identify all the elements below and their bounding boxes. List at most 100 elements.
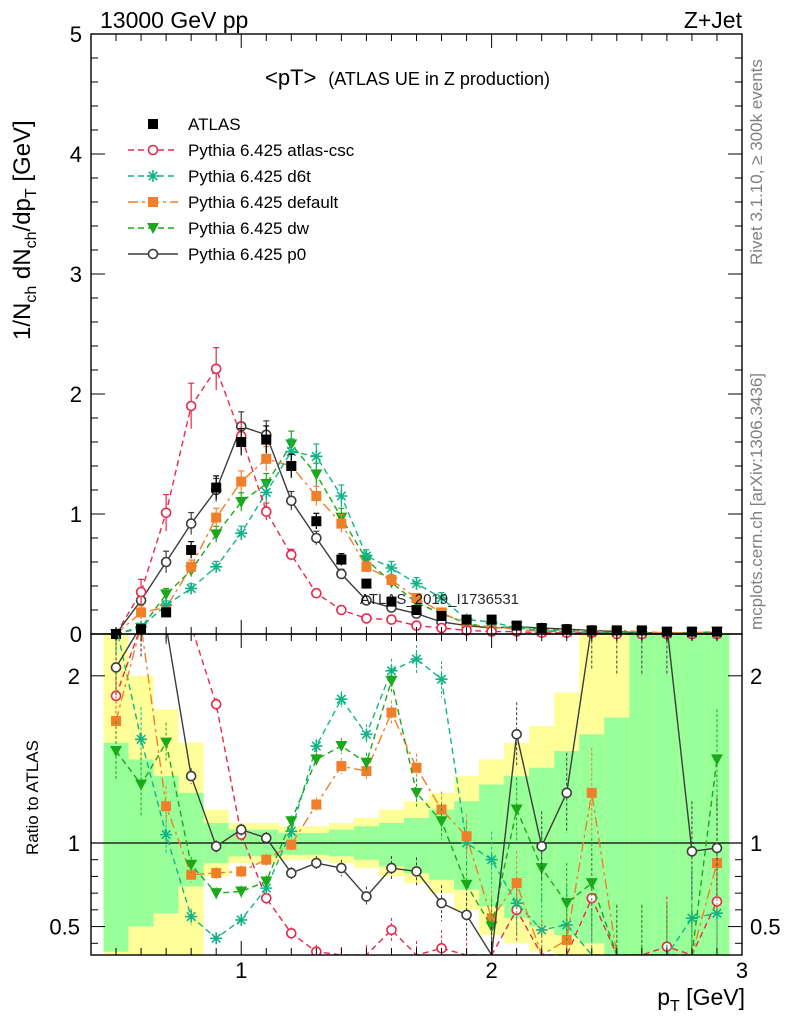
- ratio-point-atlas_csc: [386, 924, 397, 936]
- ratio-point-dw: [110, 746, 123, 758]
- point-data: [161, 607, 172, 618]
- ratio-point-d6t: [335, 693, 348, 706]
- ratio-point-default: [361, 766, 372, 777]
- point-default: [386, 575, 397, 585]
- point-default: [361, 561, 372, 572]
- header-left: 13000 GeV pp: [100, 7, 248, 33]
- legend-label: ATLAS: [188, 115, 241, 134]
- point-default: [236, 476, 247, 487]
- ratio-point-dw: [360, 757, 373, 769]
- ratio-series-p0: [110, 634, 723, 955]
- ratio-point-p0: [286, 867, 297, 879]
- point-p0: [185, 518, 197, 529]
- ratio-point-p0: [260, 832, 272, 844]
- ratio-point-dw: [460, 879, 473, 891]
- ratio-point-default: [586, 787, 597, 798]
- y-tick-label-ratio-right: 2: [750, 664, 762, 689]
- rivet-label: Rivet 3.1.10, ≥ 300k events: [747, 59, 766, 265]
- legend-item-dw: Pythia 6.425 dw: [128, 219, 310, 238]
- legend-marker-atlas_csc: [147, 144, 159, 156]
- point-d6t: [285, 445, 298, 458]
- point-data: [436, 611, 447, 621]
- point-data: [361, 578, 372, 589]
- x-tick-label: 1: [235, 958, 247, 983]
- ratio-point-p0: [361, 891, 372, 902]
- point-data: [311, 516, 322, 527]
- point-data: [386, 596, 397, 607]
- ratio-series-layer: [91, 634, 742, 955]
- ratio-point-p0: [386, 862, 397, 874]
- point-default: [411, 593, 422, 603]
- ratio-point-dw: [310, 754, 323, 766]
- ratio-point-dw: [710, 754, 723, 766]
- ratio-point-d6t: [435, 673, 448, 686]
- legend-item-p0: Pythia 6.425 p0: [128, 245, 306, 264]
- legend-label: Pythia 6.425 dw: [188, 219, 310, 238]
- band-inner-bin: [103, 742, 129, 952]
- ratio-point-default: [386, 707, 397, 718]
- ratio-point-d6t: [460, 836, 473, 849]
- band-inner-bin: [629, 634, 655, 955]
- legend-marker-p0: [147, 248, 159, 260]
- point-data: [336, 554, 347, 565]
- legend-label: Pythia 6.425 default: [188, 193, 339, 212]
- ratio-point-dw: [585, 878, 598, 890]
- point-data: [236, 437, 247, 447]
- point-d6t: [235, 527, 248, 540]
- point-default: [211, 512, 222, 523]
- ratio-point-p0: [561, 787, 573, 799]
- ratio-point-dw: [560, 898, 573, 910]
- ratio-point-d6t: [310, 740, 323, 753]
- y-tick-label-ratio: 1: [68, 831, 80, 856]
- point-data: [261, 434, 272, 445]
- ratio-point-dw: [160, 737, 173, 749]
- ratio-point-dw: [385, 675, 398, 687]
- point-atlas_csc: [311, 587, 322, 599]
- legend-marker-dw: [147, 223, 159, 234]
- x-tick-label: 2: [485, 958, 497, 983]
- ratio-point-dw: [210, 888, 223, 900]
- point-data: [511, 620, 522, 631]
- point-atlas_csc: [286, 549, 297, 561]
- point-d6t: [185, 582, 198, 595]
- ratio-point-dw: [335, 741, 348, 753]
- point-default: [336, 518, 347, 529]
- ratio-point-default: [286, 839, 297, 850]
- ratio-point-default: [311, 799, 322, 810]
- ratio-point-d6t: [210, 932, 223, 945]
- point-d6t: [410, 577, 423, 590]
- band-inner-bin: [604, 717, 630, 955]
- y-tick-label-main: 2: [70, 382, 82, 407]
- legend-item-d6t: Pythia 6.425 d6t: [128, 167, 311, 186]
- ratio-point-p0: [511, 729, 522, 740]
- ratio-point-d6t: [185, 910, 198, 923]
- ratio-point-p0: [436, 897, 447, 909]
- point-d6t: [385, 562, 398, 574]
- point-default: [186, 561, 197, 572]
- ratio-point-dw: [185, 859, 198, 871]
- ratio-point-d6t: [485, 853, 498, 866]
- point-atlas_csc: [185, 400, 197, 412]
- point-default: [136, 607, 147, 618]
- legend-marker-data: [148, 119, 158, 129]
- y-tick-label-ratio-right: 0.5: [750, 915, 781, 940]
- ratio-point-dw: [510, 804, 523, 816]
- legend-label: Pythia 6.425 atlas-csc: [188, 141, 355, 160]
- y-tick-label-main: 5: [70, 22, 82, 47]
- ratio-point-p0: [110, 662, 122, 673]
- ratio-clipped: [110, 634, 723, 955]
- ratio-point-p0: [210, 841, 222, 852]
- point-d6t: [310, 450, 323, 463]
- point-atlas_csc: [210, 363, 222, 375]
- axis-ticks: 1 2 3 0 1 2 3 4 5 0.5 0.5 1 1 2 2: [49, 22, 780, 983]
- ratio-point-atlas_csc: [260, 892, 272, 904]
- legend: ATLAS Pythia 6.425 atlas-csc Pythia 6.425 …: [128, 115, 355, 264]
- point-default: [311, 491, 322, 501]
- point-data: [211, 482, 222, 493]
- band-inner-bin: [378, 822, 404, 867]
- ratio-point-dw: [285, 816, 298, 828]
- ratio-point-default: [411, 762, 422, 773]
- ratio-point-dw: [260, 876, 273, 888]
- point-data: [411, 605, 422, 615]
